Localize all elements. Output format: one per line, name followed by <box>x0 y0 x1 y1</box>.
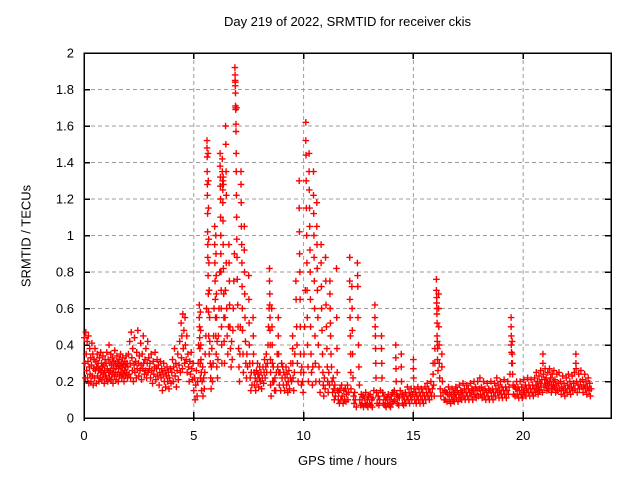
x-tick-label: 15 <box>406 428 420 443</box>
y-tick-label: 1 <box>67 228 74 243</box>
y-tick-label: 0.8 <box>56 265 74 280</box>
x-axis-title: GPS time / hours <box>298 453 397 468</box>
y-axis-title: SRMTID / TECUs <box>18 184 34 288</box>
y-tick-label: 0.4 <box>56 338 74 353</box>
chart-title: Day 219 of 2022, SRMTID for receiver cki… <box>223 14 472 29</box>
x-tick-label: 0 <box>80 428 87 443</box>
y-tick-label: 1.2 <box>56 192 74 207</box>
y-tick-label: 1.4 <box>56 155 74 170</box>
y-tick-label: 0.2 <box>56 374 74 389</box>
x-tick-label: 10 <box>296 428 310 443</box>
data-points <box>81 64 595 411</box>
y-tick-label: 1.6 <box>56 119 74 134</box>
y-tick-label: 0.6 <box>56 301 74 316</box>
x-tick-label: 5 <box>190 428 197 443</box>
y-tick-label: 0 <box>67 411 74 426</box>
y-tick-label: 1.8 <box>56 82 74 97</box>
x-tick-label: 20 <box>516 428 530 443</box>
y-tick-label: 2 <box>67 46 74 61</box>
